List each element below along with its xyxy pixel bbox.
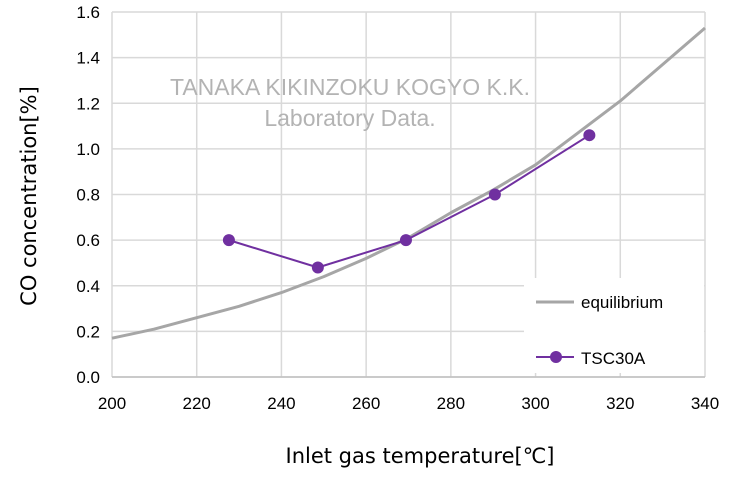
grid — [111, 11, 706, 378]
watermark-line-2: Laboratory Data. — [264, 105, 435, 131]
x-axis-title: Inlet gas temperature[℃] — [286, 444, 555, 468]
legend-label-equilibrium: equilibrium — [581, 293, 663, 312]
y-tick-label: 0.6 — [76, 231, 100, 250]
watermark-line-1: TANAKA KIKINZOKU KOGYO K.K. — [170, 74, 530, 100]
legend-marker-tsc30a — [550, 351, 562, 363]
x-tick-label: 340 — [691, 394, 719, 413]
x-tick-label: 200 — [98, 394, 126, 413]
y-tick-label: 1.2 — [76, 94, 100, 113]
data-point-tsc30a — [222, 234, 235, 247]
legend: equilibrium TSC30A — [524, 278, 704, 373]
series — [111, 26, 706, 340]
data-point-tsc30a — [399, 234, 412, 247]
x-tick-label: 300 — [521, 394, 549, 413]
y-tick-label: 0.8 — [76, 186, 100, 205]
data-point-tsc30a — [583, 129, 596, 142]
watermark: TANAKA KIKINZOKU KOGYO K.K. Laboratory D… — [170, 74, 530, 131]
x-tick-label: 280 — [437, 394, 465, 413]
data-point-tsc30a — [311, 261, 324, 274]
legend-label-tsc30a: TSC30A — [581, 349, 646, 368]
y-tick-label: 0.4 — [76, 277, 100, 296]
y-axis-title: CO concentration[%] — [17, 86, 41, 306]
x-tick-label: 220 — [183, 394, 211, 413]
data-point-tsc30a — [488, 188, 501, 201]
y-tick-label: 1.4 — [76, 49, 100, 68]
y-tick-label: 0.0 — [76, 368, 100, 387]
x-tick-label: 320 — [606, 394, 634, 413]
x-tick-label: 240 — [267, 394, 295, 413]
y-tick-label: 0.2 — [76, 322, 100, 341]
x-tick-label: 260 — [352, 394, 380, 413]
y-tick-label: 1.0 — [76, 140, 100, 159]
y-tick-label: 1.6 — [76, 3, 100, 22]
tick-labels: 200 220 240 260 280 300 320 340 0.0 0.2 0.4 0.6 0.8 1… — [76, 3, 719, 413]
